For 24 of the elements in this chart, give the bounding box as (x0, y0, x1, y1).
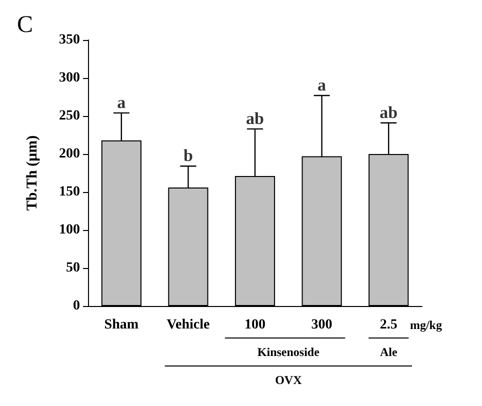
annotation: ab (246, 108, 264, 128)
y-tick-label: 100 (59, 222, 80, 238)
text: Kinsenoside (257, 345, 320, 359)
y-axis-title: Tb.Th (μm) (24, 135, 40, 211)
y-tick-label: 300 (59, 70, 80, 86)
x-tick-label: 2.5 (380, 318, 398, 332)
annotation: ab (380, 102, 398, 122)
text: Ale (380, 345, 398, 359)
x-tick-label: Vehicle (166, 318, 210, 332)
annotation: b (183, 146, 193, 166)
chart-title: C (17, 12, 34, 38)
y-tick-label: 0 (73, 298, 80, 314)
annotation: a (117, 92, 126, 112)
y-tick-label: 200 (59, 146, 80, 162)
x-tick-label: 300 (311, 318, 332, 332)
x-tick-label: 100 (244, 318, 266, 332)
x-tick-label: Sham (104, 318, 139, 332)
y-tick-label: 250 (59, 108, 80, 124)
annotation: a (318, 75, 327, 94)
y-tick-label: 50 (66, 260, 80, 276)
text: mg/kg (410, 318, 442, 332)
y-tick-label: 350 (59, 32, 80, 48)
text: OVX (275, 373, 302, 387)
y-tick-label: 150 (59, 184, 80, 200)
